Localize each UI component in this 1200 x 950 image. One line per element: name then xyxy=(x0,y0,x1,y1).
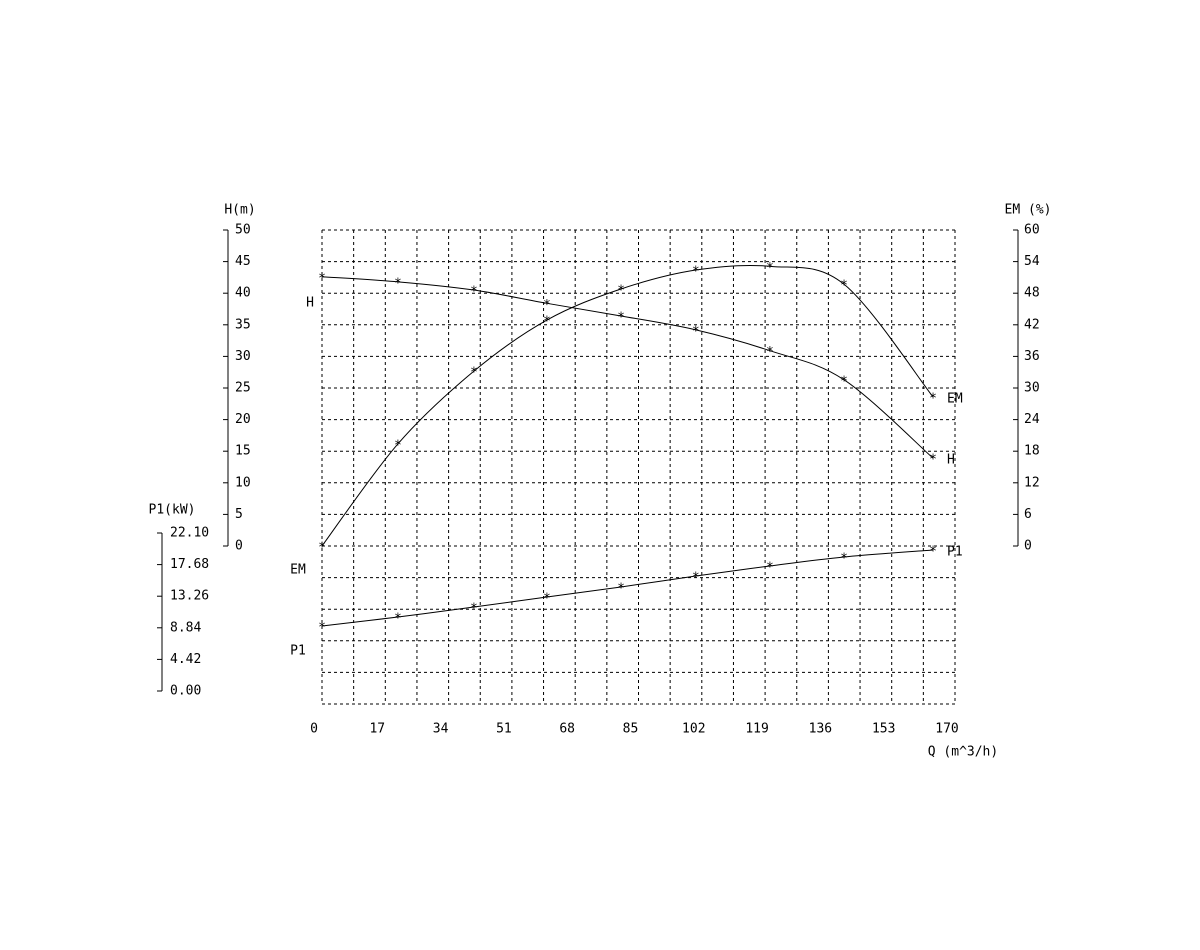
data-marker: * xyxy=(470,601,478,616)
data-marker: * xyxy=(394,612,402,627)
y-tick-label: 20 xyxy=(235,412,251,427)
y2-tick-label: 60 xyxy=(1024,223,1040,238)
series-label: H xyxy=(306,296,314,311)
series-line xyxy=(321,549,934,627)
x-tick-label: 17 xyxy=(369,722,385,737)
data-marker: * xyxy=(766,560,774,575)
data-marker: * xyxy=(929,453,937,468)
data-marker: * xyxy=(692,265,700,280)
y2-tick-label: 24 xyxy=(1024,412,1040,427)
x-tick-label: 0 xyxy=(310,722,318,737)
data-marker: * xyxy=(929,544,937,559)
x-tick-label: 51 xyxy=(496,722,512,737)
y2-tick-label: 54 xyxy=(1024,254,1040,269)
y-tick-label: 25 xyxy=(235,381,251,396)
data-marker: * xyxy=(617,310,625,325)
data-marker: * xyxy=(543,315,551,330)
data-marker: * xyxy=(617,283,625,298)
y-axis-title: H(m) xyxy=(224,203,255,218)
series-label: EM xyxy=(947,391,963,406)
series-label: EM xyxy=(290,563,306,578)
y-tick-label: 50 xyxy=(235,223,251,238)
y3-tick-label: 17.68 xyxy=(170,557,209,572)
y2-tick-label: 0 xyxy=(1024,539,1032,554)
data-marker: * xyxy=(929,391,937,406)
data-marker: * xyxy=(692,570,700,585)
y3-axis-title: P1(kW) xyxy=(149,503,196,518)
data-marker: * xyxy=(318,271,326,286)
data-marker: * xyxy=(470,366,478,381)
y2-tick-label: 36 xyxy=(1024,349,1040,364)
data-marker: * xyxy=(840,279,848,294)
x-tick-label: 85 xyxy=(623,722,639,737)
y2-tick-label: 6 xyxy=(1024,507,1032,522)
data-marker: * xyxy=(766,345,774,360)
y-tick-label: 40 xyxy=(235,286,251,301)
series-label: P1 xyxy=(947,544,963,559)
series-line xyxy=(321,276,934,459)
y-tick-label: 5 xyxy=(235,507,243,522)
x-tick-label: 153 xyxy=(872,722,895,737)
x-tick-label: 102 xyxy=(682,722,705,737)
x-tick-label: 136 xyxy=(809,722,832,737)
data-marker: * xyxy=(470,285,478,300)
x-tick-label: 119 xyxy=(745,722,768,737)
x-tick-label: 170 xyxy=(935,722,958,737)
data-marker: * xyxy=(318,541,326,556)
y2-tick-label: 48 xyxy=(1024,286,1040,301)
data-marker: * xyxy=(318,621,326,636)
y-tick-label: 10 xyxy=(235,475,251,490)
y-tick-label: 35 xyxy=(235,317,251,332)
y2-tick-label: 42 xyxy=(1024,317,1040,332)
data-marker: * xyxy=(840,374,848,389)
y-tick-label: 0 xyxy=(235,539,243,554)
y-tick-label: 15 xyxy=(235,444,251,459)
y3-tick-label: 4.42 xyxy=(170,652,201,667)
y2-tick-label: 18 xyxy=(1024,444,1040,459)
data-marker: * xyxy=(692,324,700,339)
y3-tick-label: 13.26 xyxy=(170,589,209,604)
data-marker: * xyxy=(766,261,774,276)
data-marker: * xyxy=(543,298,551,313)
series-label: H xyxy=(947,453,955,468)
x-tick-label: 68 xyxy=(559,722,575,737)
y2-tick-label: 30 xyxy=(1024,381,1040,396)
y3-tick-label: 0.00 xyxy=(170,684,201,699)
y3-tick-label: 22.10 xyxy=(170,526,209,541)
y2-tick-label: 12 xyxy=(1024,475,1040,490)
data-marker: * xyxy=(394,438,402,453)
data-marker: * xyxy=(394,276,402,291)
data-marker: * xyxy=(617,581,625,596)
series-line xyxy=(321,264,934,547)
data-marker: * xyxy=(840,551,848,566)
y2-axis-title: EM (%) xyxy=(1005,203,1052,218)
y-tick-label: 45 xyxy=(235,254,251,269)
y-tick-label: 30 xyxy=(235,349,251,364)
data-marker: * xyxy=(543,591,551,606)
series-label: P1 xyxy=(290,644,306,659)
x-axis-title: Q (m^3/h) xyxy=(928,745,998,760)
x-tick-label: 34 xyxy=(433,722,449,737)
y3-tick-label: 8.84 xyxy=(170,620,201,635)
